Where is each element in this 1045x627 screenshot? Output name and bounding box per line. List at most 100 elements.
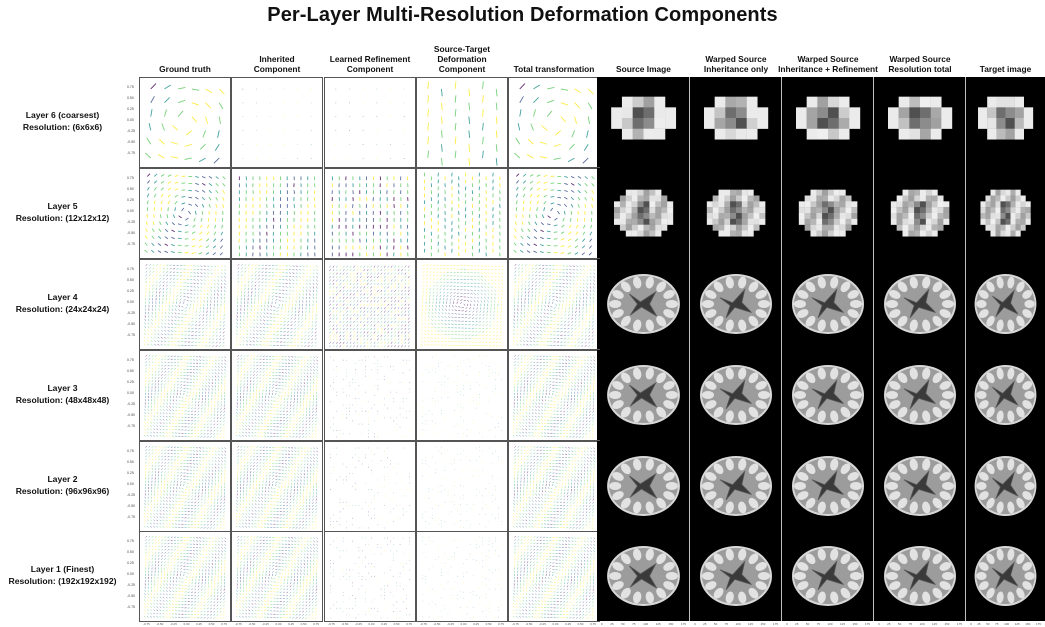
vector-arrow	[186, 303, 188, 306]
vector-arrow	[208, 356, 211, 358]
vector-arrow	[281, 391, 284, 394]
vector-arrow	[157, 326, 160, 329]
vector-arrow	[434, 330, 437, 332]
vector-arrow	[269, 368, 272, 370]
vector-arrow	[446, 291, 449, 294]
vector-arrow	[147, 343, 150, 346]
vector-arrow	[390, 296, 393, 299]
vector-arrow	[589, 317, 591, 320]
vector-arrow	[194, 420, 197, 422]
vector-arrow	[224, 289, 226, 293]
vector-arrow	[218, 88, 225, 95]
vector-arrow	[407, 338, 410, 341]
vector-arrow	[380, 324, 383, 327]
vector-field-panel	[231, 259, 323, 350]
vector-arrow	[591, 197, 594, 201]
vector-arrow	[407, 317, 410, 320]
vector-arrow	[363, 265, 366, 268]
vector-arrow	[404, 269, 407, 272]
vector-arrow	[543, 334, 546, 336]
vector-arrow	[578, 320, 580, 324]
vector-arrow	[560, 314, 563, 316]
vector-arrow	[279, 404, 282, 406]
vector-arrow	[342, 303, 345, 306]
vector-arrow	[329, 272, 331, 275]
vector-arrow	[314, 331, 317, 334]
vector-arrow	[535, 278, 538, 280]
vector-arrow	[235, 343, 238, 346]
vector-arrow	[482, 81, 484, 89]
vector-arrow	[569, 289, 572, 292]
vector-arrow	[260, 435, 263, 437]
vector-arrow	[521, 291, 523, 294]
vector-arrow	[159, 284, 161, 287]
vector-arrow	[294, 369, 297, 371]
vector-arrow	[570, 182, 575, 186]
vector-arrow	[491, 268, 494, 271]
vector-arrow	[439, 298, 441, 301]
vector-arrow	[404, 293, 407, 296]
vector-arrow	[245, 421, 248, 424]
vector-arrow	[191, 317, 194, 320]
vector-arrow	[144, 315, 146, 318]
vector-arrow	[161, 377, 163, 380]
vector-arrow	[316, 265, 319, 268]
vector-arrow	[155, 264, 158, 266]
vector-arrow	[150, 408, 153, 411]
vector-arrow	[254, 425, 257, 428]
vector-arrow	[286, 345, 290, 347]
vector-arrow	[193, 293, 196, 295]
vector-arrow	[286, 407, 289, 410]
vector-arrow	[521, 274, 524, 277]
vector-arrow	[198, 157, 206, 163]
vector-arrow	[164, 243, 169, 247]
vector-arrow	[150, 96, 155, 103]
vector-arrow	[332, 334, 335, 337]
vector-arrow	[150, 340, 153, 343]
vector-arrow	[524, 270, 527, 273]
vector-arrow	[167, 344, 170, 346]
vector-arrow	[198, 238, 203, 242]
vector-arrow	[289, 410, 292, 413]
vector-arrow	[285, 296, 288, 299]
vector-arrow	[200, 289, 203, 292]
vector-arrow	[220, 269, 223, 271]
vector-arrow	[336, 282, 338, 286]
vector-arrow	[236, 405, 238, 408]
vector-arrow	[167, 200, 171, 205]
vector-arrow	[574, 88, 582, 94]
vector-arrow	[464, 310, 468, 312]
vector-arrow	[146, 180, 151, 184]
vector-arrow	[195, 314, 198, 317]
vector-arrow	[363, 331, 366, 334]
vector-arrow	[224, 378, 226, 381]
vector-arrow	[370, 345, 372, 348]
vector-arrow	[311, 345, 314, 347]
vector-arrow	[245, 431, 248, 434]
vector-arrow	[543, 319, 546, 322]
vector-arrow	[161, 383, 163, 386]
vector-arrow	[306, 265, 309, 268]
vector-arrow	[390, 275, 393, 279]
vector-arrow	[484, 296, 486, 299]
vector-arrow	[329, 334, 331, 337]
vector-arrow	[147, 340, 150, 343]
vector-arrow	[404, 275, 407, 279]
vector-arrow	[482, 317, 485, 320]
vector-arrow	[236, 421, 238, 424]
vector-arrow	[248, 408, 251, 411]
vector-arrow	[240, 263, 243, 266]
vector-arrow	[267, 413, 270, 415]
vector-arrow	[394, 272, 396, 275]
vector-arrow	[210, 296, 212, 300]
vector-arrow	[373, 286, 376, 289]
vector-arrow	[155, 281, 158, 284]
vector-arrow	[200, 429, 203, 432]
vector-arrow	[172, 275, 176, 277]
vector-arrow	[285, 289, 288, 292]
vector-arrow	[266, 330, 269, 332]
vector-arrow	[208, 382, 210, 385]
vector-arrow	[401, 307, 403, 310]
vector-arrow	[145, 376, 147, 379]
vector-arrow	[440, 344, 444, 346]
